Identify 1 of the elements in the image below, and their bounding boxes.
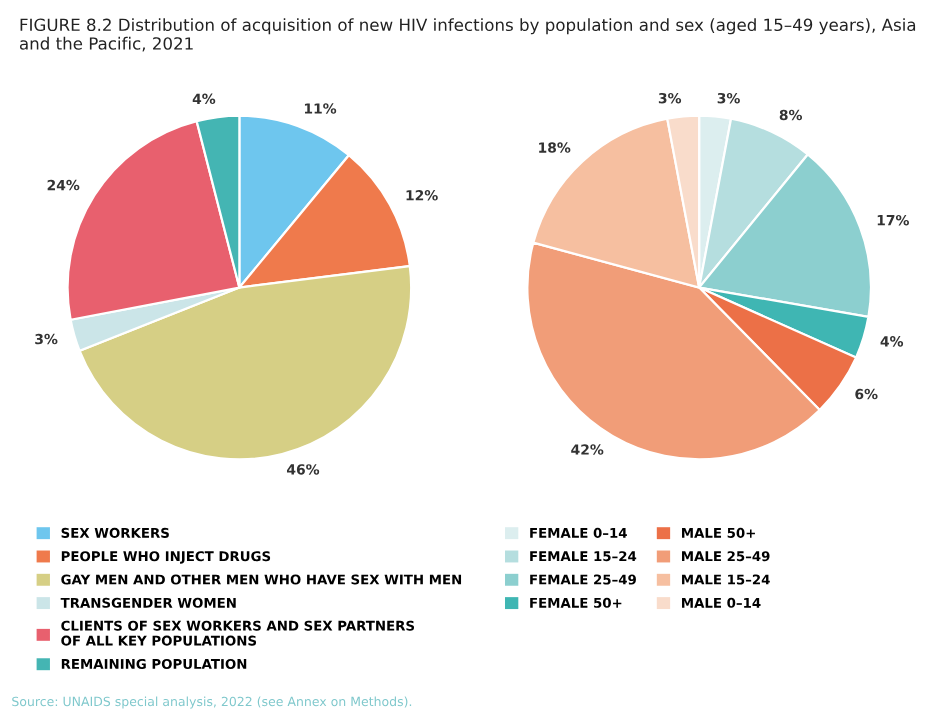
chart-title: FIGURE 8.2 Distribution of acquisition of new HIV infections by population and sex (aged 15–49 years), Asia and the Pacific, 2021 [19, 18, 916, 52]
